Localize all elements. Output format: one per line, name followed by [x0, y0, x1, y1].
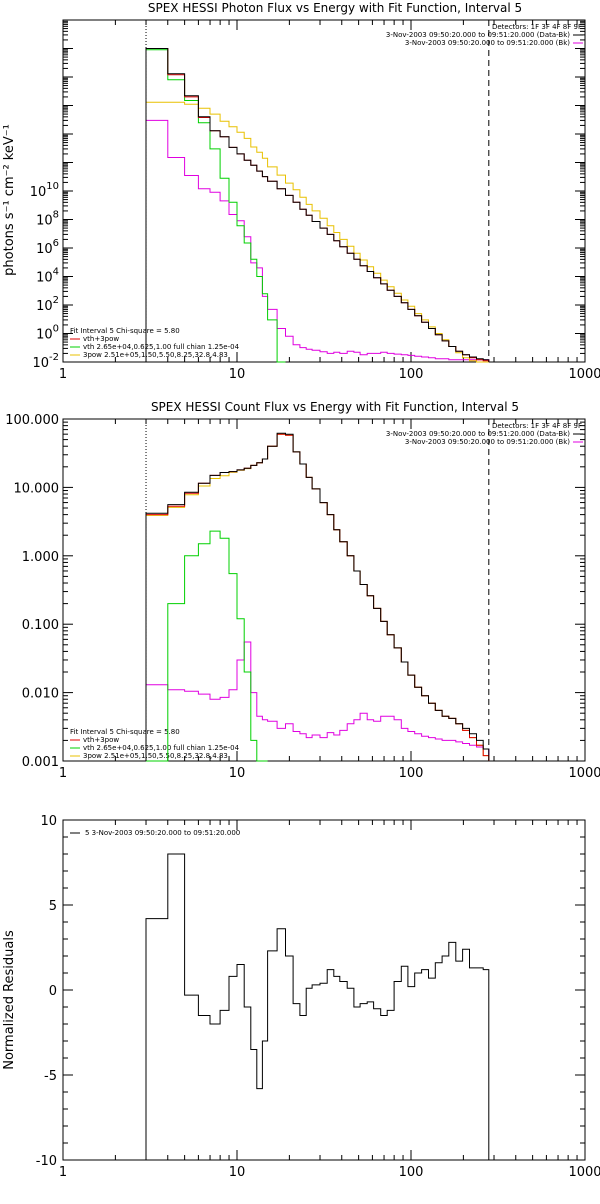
- photon-flux-legend-right: Detectors: 1F 3F 4F 8F 9F 3-Nov-2003 09:…: [386, 23, 583, 47]
- photon-flux-y-label: photons s⁻¹ cm⁻² keV⁻¹: [2, 124, 17, 276]
- y-tick-label: 0.001: [22, 755, 59, 770]
- x-tick-label: 1: [59, 367, 67, 382]
- y-tick-label: 100.000: [5, 413, 59, 428]
- y-tick-label: 106: [36, 238, 59, 257]
- y-tick-label: 0.010: [22, 687, 59, 702]
- y-tick-label: 10.000: [14, 481, 60, 496]
- legend-fit-interval-2: Fit Interval 5 Chi-square = 5.80: [70, 728, 180, 736]
- powerlaw-series-line: [145, 433, 490, 761]
- y-tick-label: 102: [36, 295, 59, 314]
- y-tick-label: -5: [44, 1069, 57, 1084]
- x-tick-label: 100: [399, 766, 424, 781]
- background-series-line: [145, 119, 490, 362]
- y-tick-label: 5: [49, 899, 57, 914]
- y-tick-label: 10-2: [32, 352, 59, 371]
- y-tick-label: -10: [36, 1154, 57, 1169]
- plot-frame: [62, 19, 586, 363]
- y-tick-label: 0.100: [22, 618, 59, 633]
- plot-2: 1 10 100 1000 0.001 0.010 0.100 1.000 10.000 100.…: [5, 413, 600, 781]
- residuals-y-label: Normalized Residuals: [2, 930, 17, 1070]
- count-flux-title: SPEX HESSI Count Flux vs Energy with Fit…: [151, 400, 519, 414]
- residuals-panel: Normalized Residuals 5 3-Nov-2003 09:50:…: [2, 829, 240, 1070]
- legend-detectors-2: Detectors: 1F 3F 4F 8F 9F: [492, 422, 582, 430]
- legend-residual: 5 3-Nov-2003 09:50:20.000 to 09:51:20.00…: [85, 829, 240, 837]
- x-tick-label: 1000: [568, 1165, 600, 1180]
- legend-fit-interval: Fit Interval 5 Chi-square = 5.80: [70, 327, 180, 335]
- x-tick-label: 1: [59, 766, 67, 781]
- photon-flux-legend-left: Fit Interval 5 Chi-square = 5.80 vth+3po…: [70, 327, 240, 359]
- count-flux-legend-right: Detectors: 1F 3F 4F 8F 9F 3-Nov-2003 09:…: [386, 422, 583, 446]
- legend-powerlaw-2: 3pow 2.51e+05,1.50,5.50,8.25,32.8,4.83: [83, 752, 228, 760]
- thermal-series-line: [145, 49, 286, 363]
- legend-thermal-2: vth 2.65e+04,0.625,1.00 full chian 1.25e…: [83, 744, 240, 752]
- photon-flux-title: SPEX HESSI Photon Flux vs Energy with Fi…: [148, 1, 522, 15]
- background-series-line: [145, 641, 490, 761]
- powerlaw-series-line: [145, 101, 489, 363]
- thermal-series-line: [146, 530, 268, 762]
- residual-series-line: [145, 853, 490, 1160]
- data-series-line: [145, 48, 490, 362]
- plot-3: 1 10 100 1000 -10 -5 0 5 10: [36, 814, 600, 1180]
- x-tick-label: 10: [229, 766, 246, 781]
- x-tick-label: 1000: [568, 367, 600, 382]
- legend-detectors: Detectors: 1F 3F 4F 8F 9F: [492, 23, 582, 31]
- legend-total: vth+3pow: [83, 335, 119, 343]
- y-tick-label: 100: [36, 324, 59, 343]
- x-tick-label: 10: [229, 367, 246, 382]
- y-tick-label: 1010: [30, 181, 59, 200]
- y-tick-label: 10: [40, 814, 57, 829]
- count-flux-legend-left: Fit Interval 5 Chi-square = 5.80 vth+3po…: [70, 728, 240, 760]
- count-flux-panel: SPEX HESSI Count Flux vs Energy with Fit…: [70, 400, 583, 760]
- x-tick-label: 1: [59, 1165, 67, 1180]
- plot-1: 1 10 100 1000 10-2 100 102 104 106 108 1010: [30, 19, 600, 382]
- data-series-line: [145, 432, 490, 761]
- total-series-line: [145, 433, 490, 761]
- legend-bk-2: 3-Nov-2003 09:50:20.000 to 09:51:20.000 …: [405, 438, 570, 446]
- y-tick-label: 108: [36, 210, 59, 229]
- y-tick-label: 0: [49, 984, 57, 999]
- legend-data-bk: 3-Nov-2003 09:50:20.000 to 09:51:20.000 …: [386, 31, 570, 39]
- y-tick-label: 1.000: [22, 550, 59, 565]
- x-tick-label: 100: [399, 367, 424, 382]
- legend-powerlaw: 3pow 2.51e+05,1.50,5.50,8.25,32.8,4.83: [83, 351, 228, 359]
- photon-flux-panel: SPEX HESSI Photon Flux vs Energy with Fi…: [2, 1, 583, 359]
- legend-data-bk-2: 3-Nov-2003 09:50:20.000 to 09:51:20.000 …: [386, 430, 570, 438]
- x-tick-label: 100: [399, 1165, 424, 1180]
- legend-bk: 3-Nov-2003 09:50:20.000 to 09:51:20.000 …: [405, 39, 570, 47]
- legend-thermal: vth 2.65e+04,0.625,1.00 full chian 1.25e…: [83, 343, 240, 351]
- y-tick-label: 104: [36, 267, 59, 286]
- x-tick-label: 10: [229, 1165, 246, 1180]
- legend-total-2: vth+3pow: [83, 736, 119, 744]
- plot-frame: [62, 819, 586, 1161]
- plot-frame: [62, 418, 586, 762]
- x-tick-label: 1000: [568, 766, 600, 781]
